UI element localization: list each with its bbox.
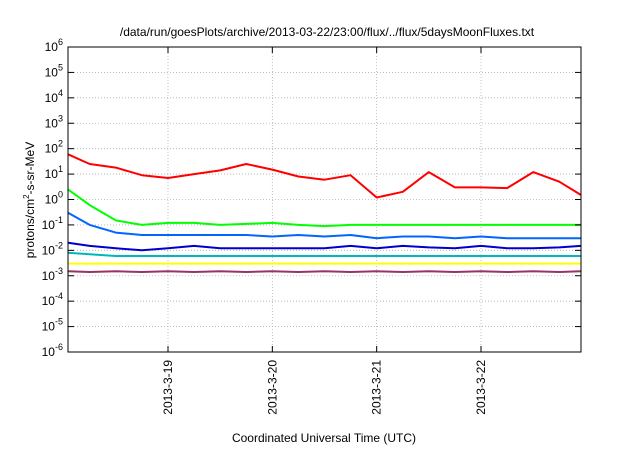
y-tick-label: 10-2 bbox=[42, 240, 63, 257]
plot-frame bbox=[67, 46, 582, 353]
y-axis: 10-6 10-5 10-4 10-3 10-2 10-1 100 101 102 103 104 1… bbox=[42, 37, 581, 359]
series-group bbox=[67, 153, 582, 273]
series-line bbox=[67, 241, 582, 252]
x-axis-label: Coordinated Universal Time (UTC) bbox=[232, 431, 416, 445]
x-tick-label: 2013-3-22 bbox=[474, 360, 488, 415]
y-axis-label-rest: -s-sr-MeV bbox=[23, 142, 37, 195]
x-tick-label: 2013-3-19 bbox=[161, 360, 175, 415]
y-tick-label: 102 bbox=[45, 139, 63, 156]
y-tick-label: 10-5 bbox=[42, 317, 63, 334]
y-tick-label: 101 bbox=[45, 164, 63, 181]
series-line bbox=[67, 188, 581, 228]
y-tick-label: 105 bbox=[45, 62, 63, 79]
grid bbox=[68, 47, 581, 352]
chart-title: /data/run/goesPlots/archive/2013-03-22/2… bbox=[120, 25, 535, 39]
series-line bbox=[67, 270, 582, 273]
y-tick-label: 100 bbox=[45, 190, 63, 207]
y-tick-label: 106 bbox=[45, 37, 63, 54]
y-axis-label: protons/cm2-s-sr-MeV bbox=[22, 142, 37, 258]
x-tick-label: 2013-3-20 bbox=[265, 360, 279, 415]
y-axis-label-base: protons/cm bbox=[23, 199, 37, 258]
x-axis: 2013-3-19 2013-3-20 2013-3-21 2013-3-22 bbox=[161, 47, 488, 415]
y-tick-label: 10-3 bbox=[42, 266, 63, 283]
series-line bbox=[67, 153, 582, 199]
y-tick-label: 10-4 bbox=[42, 291, 63, 308]
y-axis-label-sup: 2 bbox=[22, 194, 31, 199]
y-tick-label: 10-1 bbox=[42, 215, 63, 232]
y-tick-label: 10-6 bbox=[42, 342, 63, 359]
series-line bbox=[67, 251, 581, 257]
series-line bbox=[67, 211, 581, 240]
y-tick-label: 104 bbox=[45, 88, 63, 105]
y-tick-label: 103 bbox=[45, 113, 63, 130]
x-tick-label: 2013-3-21 bbox=[370, 360, 384, 415]
